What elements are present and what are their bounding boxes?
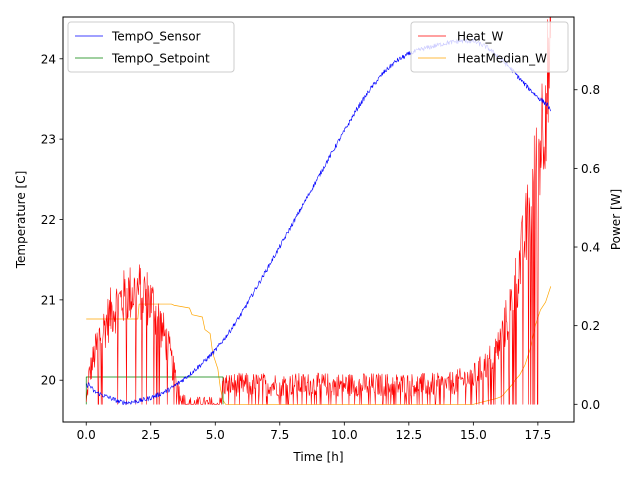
left-y-axis: 20 21 22 23 24: [41, 52, 63, 388]
right-y-tick-label: 0.8: [581, 83, 600, 97]
x-tick-label: 15.0: [460, 428, 487, 442]
x-tick-label: 12.5: [395, 428, 422, 442]
right-y-axis-label: Power [W]: [609, 189, 623, 250]
left-y-tick-label: 22: [41, 213, 56, 227]
left-y-tick-label: 23: [41, 133, 56, 147]
left-y-axis-label: Temperature [C]: [14, 171, 28, 270]
right-y-tick-label: 0.0: [581, 398, 600, 412]
right-y-axis: 0.0 0.2 0.4 0.6 0.8: [574, 83, 600, 412]
right-y-tick-label: 0.6: [581, 162, 600, 176]
x-axis-label: Time [h]: [292, 450, 343, 464]
legend-left: TempO_Sensor TempO_Setpoint: [67, 21, 235, 73]
legend-label-tempo-setpoint: TempO_Setpoint: [111, 52, 210, 66]
legend-right: Heat_W HeatMedian_W: [410, 21, 569, 73]
x-tick-label: 10.0: [331, 428, 358, 442]
legend-label-tempo-sensor: TempO_Sensor: [111, 30, 201, 44]
left-y-tick-label: 24: [41, 52, 56, 66]
legend-left-box: [67, 21, 235, 73]
right-y-tick-label: 0.4: [581, 241, 600, 255]
legend-right-box: [410, 21, 569, 73]
x-tick-label: 5.0: [206, 428, 225, 442]
legend-label-heat-w: Heat_W: [457, 30, 503, 44]
x-axis: 0.0 2.5 5.0 7.5 10.0 12.5 15.0 17.5: [77, 422, 552, 442]
x-tick-label: 2.5: [141, 428, 160, 442]
x-tick-label: 7.5: [270, 428, 289, 442]
x-tick-label: 17.5: [525, 428, 552, 442]
series-line-heatmedian-w: [86, 286, 552, 405]
series-line-heat-w: [85, 17, 552, 405]
legend-label-heatmedian-w: HeatMedian_W: [457, 52, 547, 66]
x-tick-label: 0.0: [77, 428, 96, 442]
left-y-tick-label: 20: [41, 374, 56, 388]
left-y-tick-label: 21: [41, 293, 56, 307]
right-y-tick-label: 0.2: [581, 319, 600, 333]
